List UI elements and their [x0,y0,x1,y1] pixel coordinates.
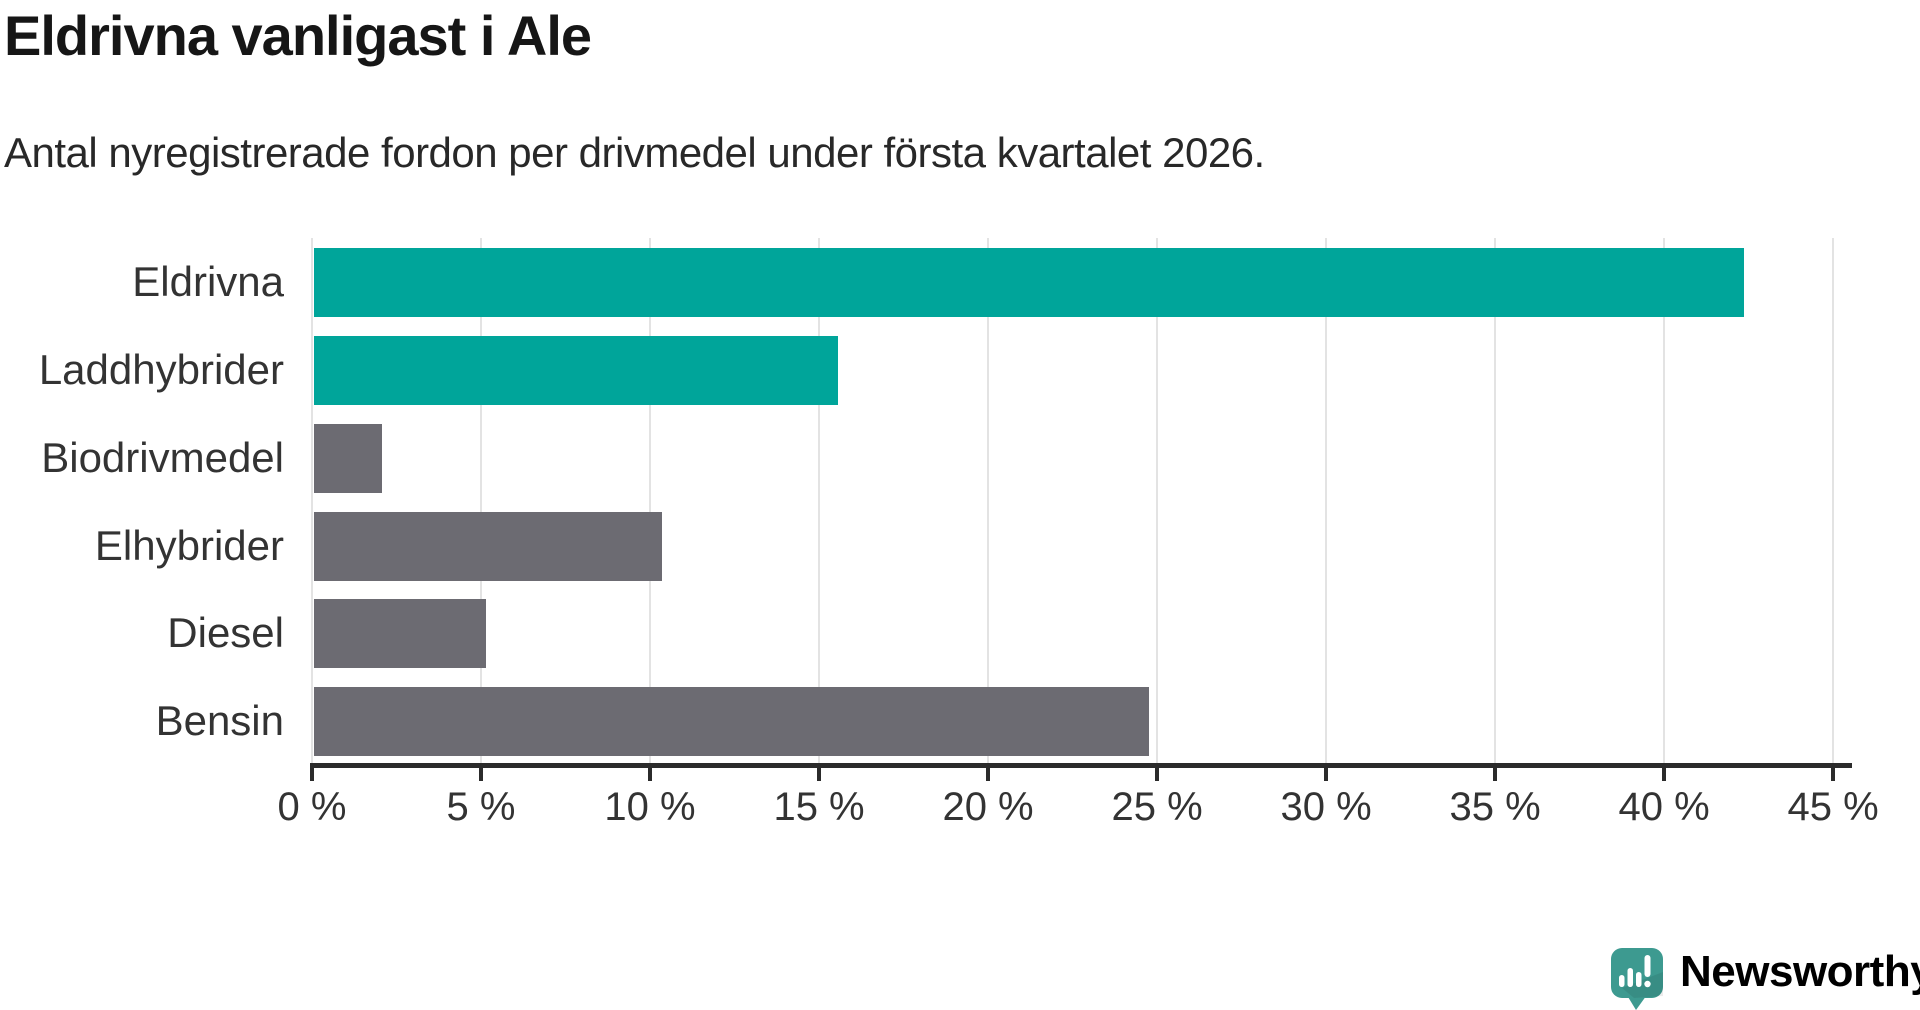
plot-area: 0 % 5 % 10 % 15 % 20 % 25 % 30 % 35 % 40 % 45 % [278,238,1879,827]
category-label-diesel: Diesel [167,609,284,657]
x-axis-tick-label-10: 10 % [604,785,696,829]
gridline-40 [1663,238,1666,765]
x-axis-tick-0 [310,768,314,781]
chart-subtitle: Antal nyregistrerade fordon per drivmede… [4,129,1265,176]
bar-biodrivmedel [314,423,382,493]
x-axis-tick-5 [479,768,483,781]
category-labels: Eldrivna Laddhybrider Biodrivmedel Elhybrid… [0,238,284,765]
gridline-5 [480,238,482,765]
category-label-laddhybrider: Laddhybrider [38,345,284,393]
x-axis-tick-label-25: 25 % [1111,785,1203,829]
bar-diesel [314,599,487,669]
category-label-biodrivmedel: Biodrivmedel [41,433,284,481]
bar-bensin [314,687,1149,757]
bar-elhybrider [314,511,663,581]
x-axis-tick-30 [1324,768,1329,781]
category-label-elhybrider: Elhybrider [94,521,284,569]
gridline-30 [1325,238,1328,765]
x-axis-tick-20 [986,768,991,781]
gridline-25 [1156,238,1159,765]
x-axis-tick-label-45: 45 % [1787,785,1879,829]
gridline-15 [818,238,821,765]
x-axis-tick-25 [1155,768,1160,781]
x-axis-tick-40 [1662,768,1667,781]
newsworthy-speech-bubble-bar-chart-icon [1611,948,1663,1010]
x-axis-tick-label-20: 20 % [942,785,1034,829]
x-axis-tick-35 [1493,768,1498,781]
x-axis-line [310,763,1852,768]
x-axis-tick-45 [1831,768,1836,781]
x-axis-tick-label-35: 35 % [1449,785,1541,829]
category-label-eldrivna: Eldrivna [132,258,284,305]
x-axis-tick-label-30: 30 % [1280,785,1372,829]
gridline-10 [649,238,652,765]
x-axis-tick-label-15: 15 % [773,785,865,829]
gridline-45 [1832,238,1835,765]
x-axis-tick-15 [817,768,822,781]
x-axis-tick-label-5: 5 % [446,785,516,829]
gridline-35 [1494,238,1497,765]
category-label-bensin: Bensin [155,697,284,745]
newsworthy-logo-text: Newsworthy [1680,947,1920,996]
chart-title: Eldrivna vanligast i Ale [4,4,592,67]
x-axis-tick-label-0: 0 % [277,785,347,829]
bar-laddhybrider [314,335,838,405]
newsworthy-logo: Newsworthy [1610,948,1920,1010]
gridline-0 [311,238,313,765]
x-axis-tick-label-40: 40 % [1618,785,1710,829]
bar-eldrivna [314,248,1744,317]
gridline-20 [987,238,990,765]
x-axis-tick-10 [648,768,653,781]
